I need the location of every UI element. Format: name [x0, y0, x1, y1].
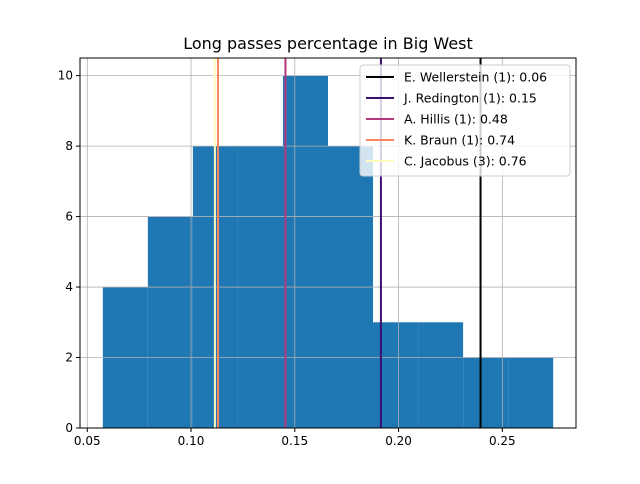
axes-frame [79, 57, 577, 429]
histogram-bar-7 [418, 322, 464, 428]
y-tick-label-4: 8 [65, 139, 73, 153]
x-tick-label-4: 0.25 [489, 434, 516, 448]
histogram-bar-9 [508, 357, 554, 428]
legend-label-2: A. Hillis (1): 0.48 [404, 112, 508, 127]
x-tick-label-0: 0.05 [74, 434, 101, 448]
y-tick-label-3: 6 [65, 210, 73, 224]
y-tick-label-2: 4 [65, 280, 73, 294]
axes: 0.05 0.10 0.15 0.20 0.25 0 2 4 6 8 10 [58, 57, 577, 448]
y-tick-label-0: 0 [65, 421, 73, 435]
legend-label-4: C. Jacobus (3): 0.76 [404, 154, 527, 169]
histogram-bar-6 [373, 322, 419, 428]
legend-label-0: E. Wellerstein (1): 0.06 [404, 70, 547, 85]
y-tick-label-5: 10 [58, 69, 73, 83]
x-tick-label-3: 0.20 [385, 434, 412, 448]
x-tick-label-2: 0.15 [281, 434, 308, 448]
histogram-bar-4 [282, 75, 328, 428]
legend: E. Wellerstein (1): 0.06 J. Redington (1)… [359, 64, 571, 177]
x-tick-label-1: 0.10 [178, 434, 205, 448]
histogram-bar-1 [147, 216, 193, 428]
histogram-bar-8 [463, 357, 509, 428]
legend-label-1: J. Redington (1): 0.15 [403, 91, 537, 106]
legend-label-3: K. Braun (1): 0.74 [404, 133, 515, 148]
legend-box [359, 64, 571, 177]
y-tick-label-1: 2 [65, 351, 73, 365]
chart-title: Long passes percentage in Big West [183, 34, 473, 53]
